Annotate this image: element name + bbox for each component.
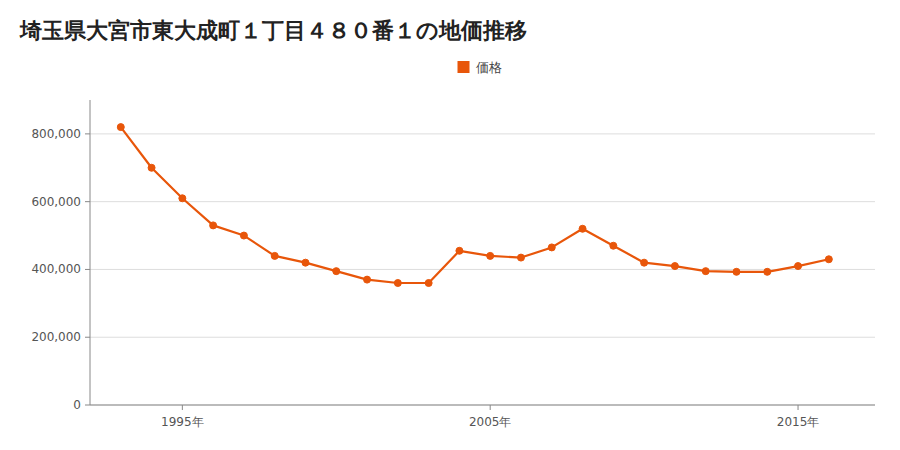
y-tick — [85, 269, 90, 270]
y-tick-label: 200,000 — [31, 330, 81, 344]
x-tick-label: 1995年 — [161, 415, 204, 429]
y-grid — [90, 134, 875, 405]
x-tick — [182, 405, 183, 410]
x-tick — [798, 405, 799, 410]
series-line — [121, 127, 829, 283]
chart-title: 埼玉県大宮市東大成町１丁目４８０番１の地価推移 — [19, 18, 527, 43]
data-point — [795, 263, 802, 270]
data-point — [641, 259, 648, 266]
y-tick-label: 800,000 — [31, 127, 81, 141]
y-tick — [85, 405, 90, 406]
y-tick — [85, 337, 90, 338]
y-tick-label: 0 — [73, 398, 81, 412]
y-tick — [85, 133, 90, 134]
x-tick-label: 2015年 — [777, 415, 820, 429]
grid-line — [90, 201, 875, 202]
data-point — [548, 244, 555, 251]
data-point — [179, 195, 186, 202]
legend-swatch — [458, 61, 470, 73]
data-point — [394, 280, 401, 287]
x-tick-label: 2005年 — [469, 415, 512, 429]
plot-area — [117, 124, 832, 287]
data-point — [364, 276, 371, 283]
grid-line — [90, 269, 875, 270]
data-point — [333, 268, 340, 275]
y-tick-label: 400,000 — [31, 262, 81, 276]
data-point — [487, 252, 494, 259]
data-point — [240, 232, 247, 239]
grid-line — [90, 133, 875, 134]
y-axis-line — [90, 100, 91, 405]
chart-svg: 埼玉県大宮市東大成町１丁目４８０番１の地価推移 0 200,000 400,000 60… — [0, 0, 900, 450]
data-point — [302, 259, 309, 266]
data-point — [671, 263, 678, 270]
grid-line — [90, 405, 875, 406]
y-tick — [85, 201, 90, 202]
data-point — [117, 124, 124, 131]
legend: 価格 — [458, 60, 502, 75]
data-point — [733, 268, 740, 275]
x-tick — [490, 405, 491, 410]
x-axis-line — [90, 405, 875, 406]
data-point — [271, 252, 278, 259]
background — [0, 0, 900, 450]
data-point — [456, 247, 463, 254]
legend-label: 価格 — [476, 60, 502, 75]
data-point — [148, 164, 155, 171]
data-point — [825, 256, 832, 263]
data-point — [425, 280, 432, 287]
y-tick-label: 600,000 — [31, 195, 81, 209]
data-point — [764, 268, 771, 275]
data-point — [610, 242, 617, 249]
data-point — [579, 225, 586, 232]
chart-container: 埼玉県大宮市東大成町１丁目４８０番１の地価推移 0 200,000 400,000 60… — [0, 0, 900, 450]
data-point — [702, 268, 709, 275]
data-point — [210, 222, 217, 229]
grid-line — [90, 337, 875, 338]
data-point — [517, 254, 524, 261]
